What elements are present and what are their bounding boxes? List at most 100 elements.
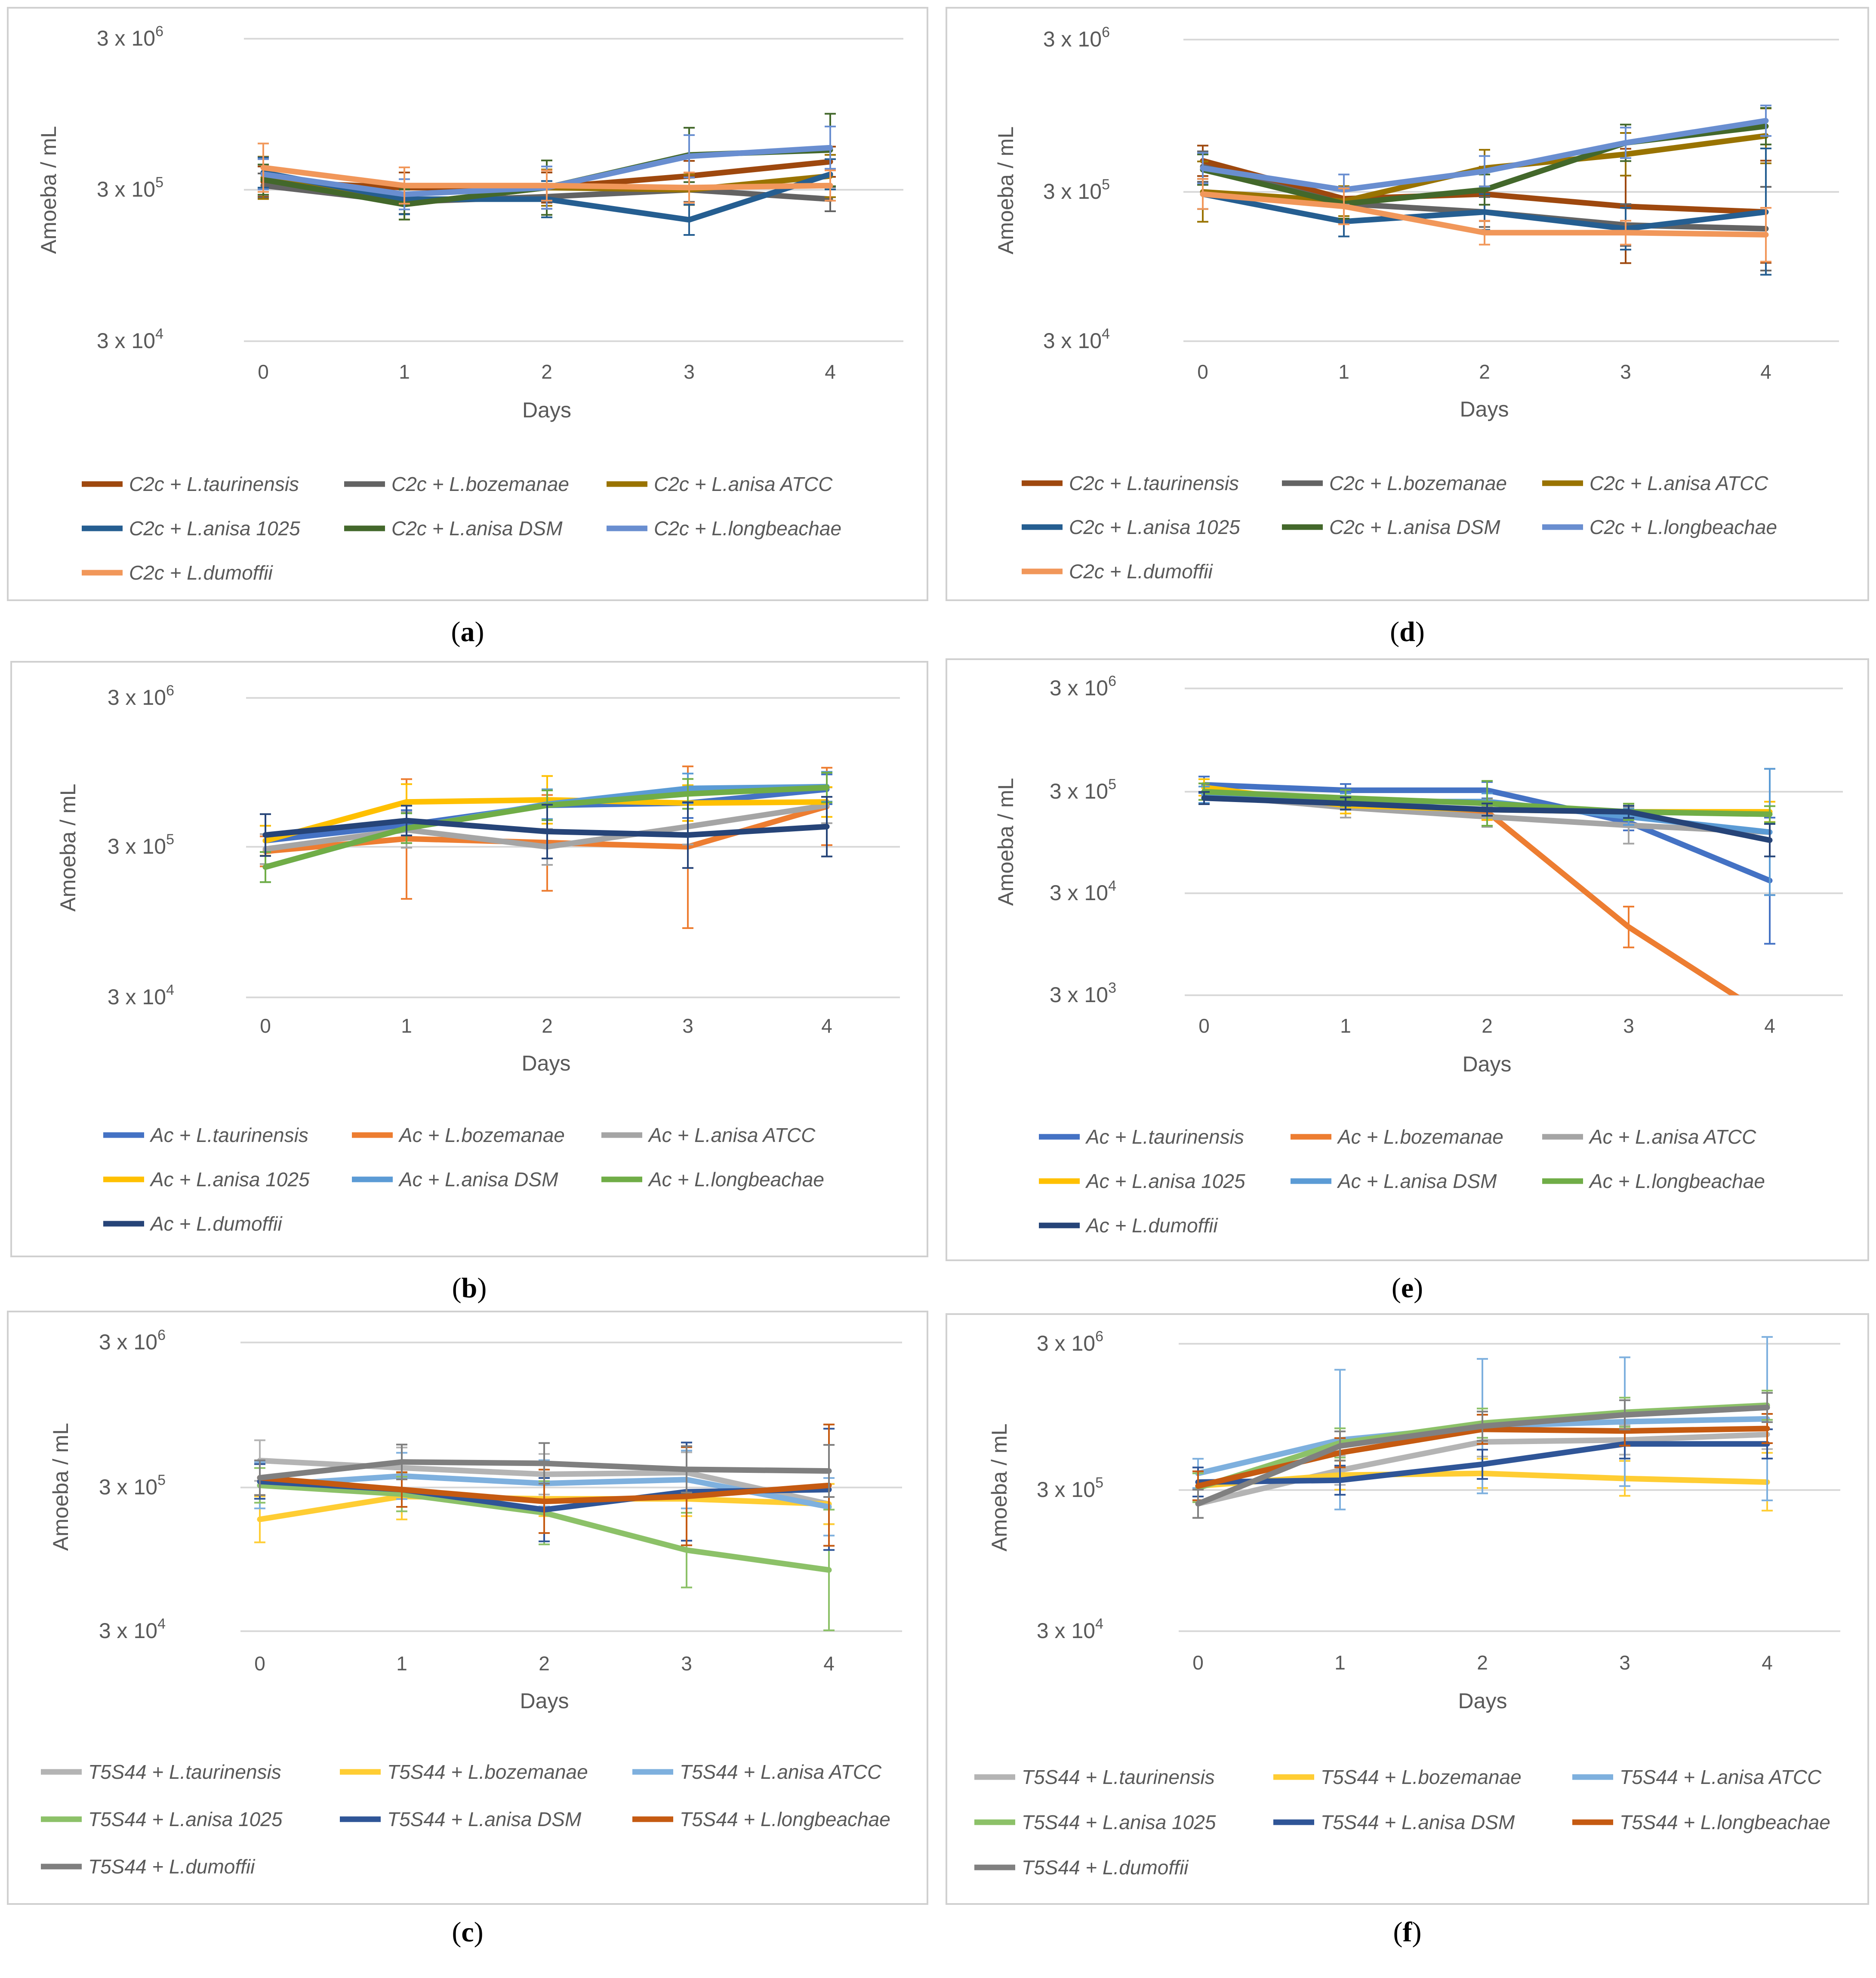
legend-label: T5S44 + L.bozemanae — [387, 1761, 588, 1783]
x-axis-title: Days — [1463, 1052, 1512, 1076]
x-tick-label: 0 — [258, 361, 269, 383]
legend: Ac + L.taurinensis Ac + L.bozemanae Ac + L… — [1039, 1126, 1765, 1237]
x-tick-label: 1 — [1338, 361, 1349, 383]
legend-label: T5S44 + L.anisa ATCC — [680, 1761, 882, 1783]
panel-caption: (e) — [1392, 1272, 1423, 1304]
legend-label: Ac + L.anisa 1025 — [1085, 1170, 1245, 1192]
y-axis-title: Amoeba / mL — [37, 126, 61, 254]
panel-caption: (c) — [452, 1916, 483, 1948]
y-tick-label: 3 x 104 — [1043, 326, 1110, 353]
series-t5s44-l-dumoffii — [254, 1442, 835, 1498]
plot-area — [1198, 768, 1775, 995]
series-c2c-l-longbeachae — [1197, 105, 1771, 206]
panel-frame — [7, 1311, 928, 1905]
y-tick-label: 3 x 106 — [108, 682, 174, 710]
x-tick-label: 4 — [1760, 361, 1771, 383]
legend-label: Ac + L.anisa DSM — [398, 1168, 558, 1191]
y-tick-label: 3 x 106 — [1037, 1328, 1103, 1355]
plot-area — [1197, 105, 1771, 276]
series-line — [1200, 191, 1769, 238]
series-line — [1201, 795, 1773, 843]
legend-label: C2c + L.longbeachae — [654, 517, 841, 540]
series-t5s44-l-dumoffii — [1192, 1392, 1773, 1519]
x-tick-label: 2 — [1482, 1015, 1493, 1037]
x-tick-label: 4 — [1762, 1651, 1773, 1674]
chart-panel-f: 3 x 104 3 x 105 3 x 106 Amoeba / mL 0 1 2 3 4 Day… — [946, 1313, 1869, 1948]
legend-label: T5S44 + L.longbeachae — [680, 1808, 890, 1830]
y-tick-label: 3 x 105 — [1043, 176, 1110, 204]
y-tick-label: 3 x 106 — [97, 23, 163, 50]
legend-label: Ac + L.anisa ATCC — [1588, 1126, 1756, 1148]
legend-label: Ac + L.anisa 1025 — [149, 1168, 310, 1191]
y-tick-label: 3 x 106 — [1043, 24, 1110, 51]
y-tick-label: 3 x 104 — [1050, 878, 1116, 905]
legend-label: T5S44 + L.taurinensis — [88, 1761, 281, 1783]
x-tick-label: 1 — [396, 1652, 407, 1675]
legend-label: Ac + L.longbeachae — [1588, 1170, 1765, 1192]
x-tick-label: 2 — [1477, 1651, 1488, 1674]
legend-label: T5S44 + L.anisa DSM — [387, 1808, 582, 1830]
x-tick-label: 0 — [1192, 1651, 1204, 1674]
legend: C2c + L.taurinensis C2c + L.bozemanae C2c … — [82, 473, 841, 584]
x-tick-label: 2 — [539, 1652, 550, 1675]
chart-panel-a: 3 x 104 3 x 105 3 x 106 Amoeba / mL 0 1 2 3 4 Day… — [7, 7, 928, 648]
x-tick-label: 1 — [399, 361, 410, 383]
panel-frame — [946, 7, 1869, 601]
y-tick-label: 3 x 105 — [97, 174, 163, 201]
panel-caption: (a) — [451, 616, 484, 648]
legend-label: T5S44 + L.anisa 1025 — [1022, 1811, 1216, 1833]
series-line — [262, 818, 830, 838]
x-tick-label: 4 — [1764, 1015, 1775, 1037]
legend-label: T5S44 + L.bozemanae — [1321, 1766, 1522, 1788]
x-axis-title: Days — [1458, 1689, 1507, 1713]
panel-frame — [946, 658, 1869, 1261]
x-tick-label: 0 — [254, 1652, 265, 1675]
legend-label: C2c + L.bozemanae — [391, 473, 569, 495]
x-tick-label: 2 — [1479, 361, 1490, 383]
series-c2c-l-dumoffii — [258, 142, 836, 205]
legend-label: C2c + L.dumoffii — [129, 562, 273, 584]
plot-area — [258, 113, 836, 236]
series-line — [257, 1475, 832, 1504]
legend-label: Ac + L.longbeachae — [647, 1168, 824, 1191]
x-axis-title: Days — [522, 398, 571, 422]
legend-label: C2c + L.taurinensis — [1069, 472, 1239, 494]
x-tick-label: 4 — [823, 1652, 835, 1675]
legend-label: C2c + L.anisa ATCC — [654, 473, 833, 495]
legend-label: T5S44 + L.anisa DSM — [1321, 1811, 1515, 1833]
x-tick-label: 4 — [821, 1015, 832, 1037]
y-axis-title: Amoeba / mL — [49, 1423, 73, 1551]
y-axis-title: Amoeba / mL — [994, 127, 1018, 254]
legend-label: C2c + L.bozemanae — [1329, 472, 1507, 494]
y-tick-label: 3 x 105 — [108, 831, 174, 858]
series-line — [1200, 191, 1769, 232]
x-tick-label: 1 — [1340, 1015, 1351, 1037]
legend-label: Ac + L.taurinensis — [1085, 1126, 1244, 1148]
y-tick-label: 3 x 106 — [1050, 673, 1116, 700]
legend-label: T5S44 + L.taurinensis — [1022, 1766, 1215, 1788]
y-tick-label: 3 x 104 — [1037, 1616, 1103, 1643]
series-line — [260, 165, 833, 191]
series-ac-l-dumoffii — [260, 796, 832, 869]
panel-caption: (b) — [452, 1272, 487, 1304]
legend-label: C2c + L.anisa DSM — [391, 517, 563, 540]
x-axis-title: Days — [520, 1689, 569, 1713]
series-line — [257, 1459, 832, 1481]
legend-label: T5S44 + L.dumoffii — [88, 1855, 256, 1878]
x-tick-label: 3 — [1623, 1015, 1634, 1037]
legend-label: Ac + L.dumoffii — [149, 1213, 283, 1235]
x-axis-title: Days — [1460, 397, 1509, 421]
x-tick-label: 1 — [1334, 1651, 1346, 1674]
y-axis-title: Amoeba / mL — [994, 778, 1018, 906]
y-tick-label: 3 x 105 — [99, 1472, 166, 1499]
legend-label: C2c + L.anisa 1025 — [129, 517, 300, 540]
legend-label: Ac + L.bozemanae — [398, 1124, 565, 1146]
x-tick-label: 3 — [681, 1652, 692, 1675]
series-line — [1195, 1441, 1770, 1485]
x-tick-label: 1 — [401, 1015, 412, 1037]
y-tick-label: 3 x 106 — [99, 1327, 166, 1354]
y-tick-label: 3 x 104 — [99, 1616, 166, 1643]
legend: C2c + L.taurinensis C2c + L.bozemanae C2c … — [1022, 472, 1777, 583]
y-tick-label: 3 x 105 — [1037, 1475, 1103, 1502]
